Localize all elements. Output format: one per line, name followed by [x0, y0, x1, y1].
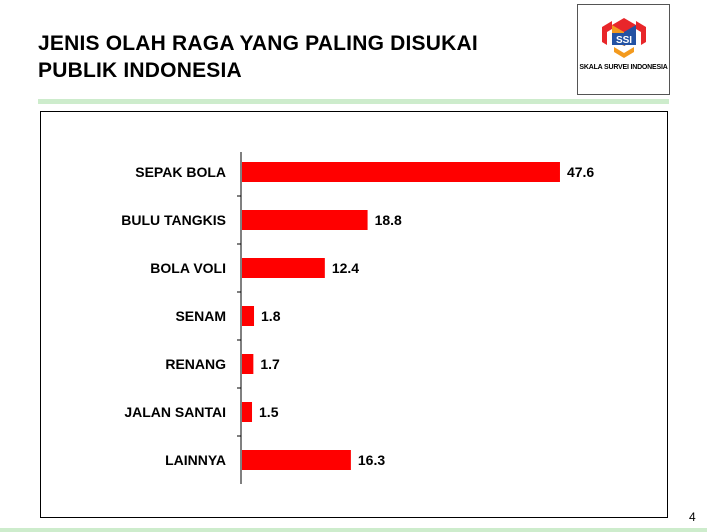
bar	[242, 162, 560, 182]
category-label: SENAM	[175, 308, 226, 324]
category-label: RENANG	[165, 356, 226, 372]
ssi-logo: SSI SKALA SURVEI INDONESIA	[577, 4, 670, 95]
bar	[242, 402, 253, 422]
logo-red-left-shape	[602, 21, 612, 45]
bar	[242, 450, 351, 470]
category-label: LAINNYA	[165, 452, 226, 468]
category-label: SEPAK BOLA	[135, 164, 226, 180]
category-label: BOLA VOLI	[150, 260, 226, 276]
data-label: 18.8	[375, 212, 402, 228]
slide-title: JENIS OLAH RAGA YANG PALING DISUKAI PUBL…	[38, 30, 538, 84]
logo-orange-bottom-shape	[614, 47, 634, 58]
category-label: JALAN SANTAI	[124, 404, 226, 420]
slide-title-line2: PUBLIK INDONESIA	[38, 59, 242, 82]
bar	[242, 258, 325, 278]
logo-caption: SKALA SURVEI INDONESIA	[579, 64, 668, 71]
data-label: 12.4	[332, 260, 359, 276]
logo-text: SSI	[616, 35, 632, 46]
logo-text-band	[612, 33, 636, 45]
title-divider	[38, 99, 669, 104]
data-label: 47.6	[567, 164, 594, 180]
bar	[242, 354, 254, 374]
bar	[242, 210, 368, 230]
bar	[242, 306, 255, 326]
data-label: 1.7	[260, 356, 280, 372]
logo-red-right-shape	[636, 21, 646, 45]
data-label: 16.3	[358, 452, 385, 468]
page-number: 4	[689, 510, 696, 524]
slide-title-line1: JENIS OLAH RAGA YANG PALING DISUKAI	[38, 32, 478, 55]
ssi-logo-mark: SSI	[602, 18, 646, 58]
bar-chart: SEPAK BOLA 47.6 BULU TANGKIS 18.8 BOLA VOLI 1…	[121, 152, 594, 484]
bottom-divider	[0, 528, 707, 532]
data-label: 1.5	[259, 404, 279, 420]
data-label: 1.8	[261, 308, 281, 324]
category-label: BULU TANGKIS	[121, 212, 226, 228]
chart-frame: SEPAK BOLA 47.6 BULU TANGKIS 18.8 BOLA VOLI 1…	[40, 111, 668, 518]
